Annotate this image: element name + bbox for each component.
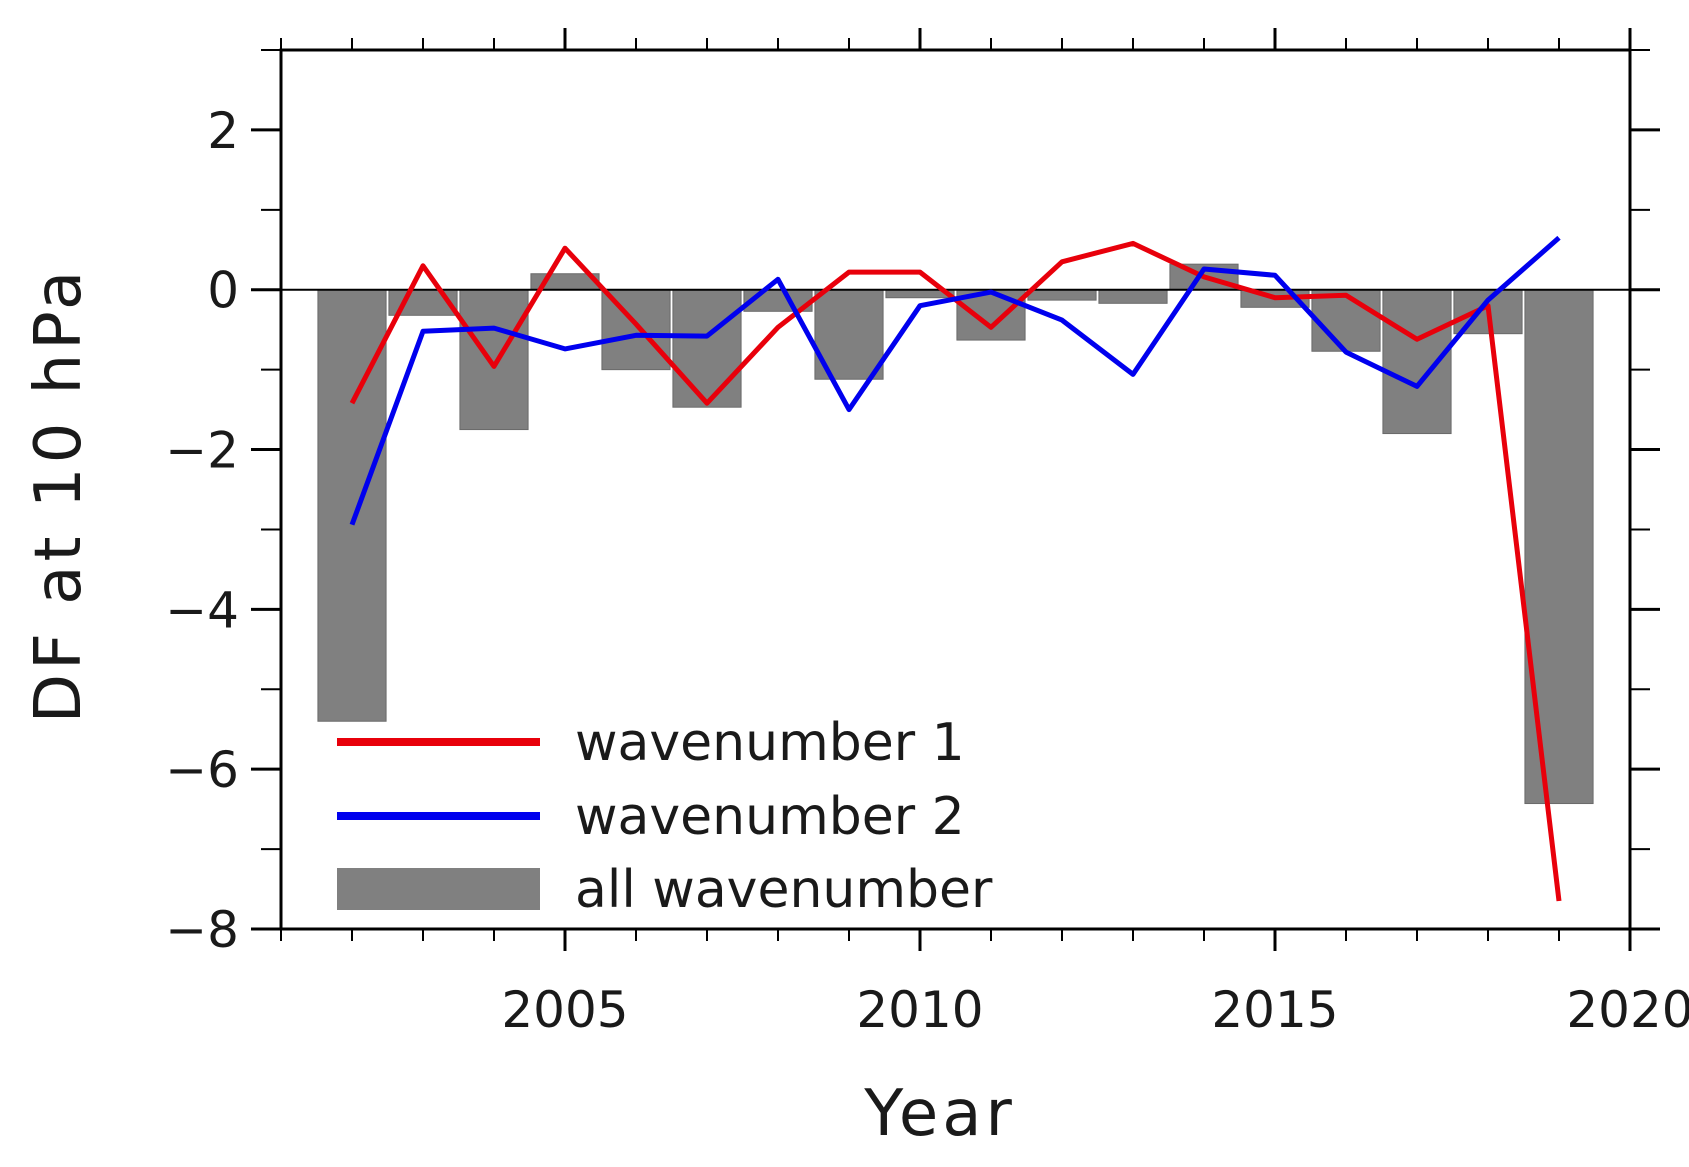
y-tick-label: 0 (207, 262, 239, 320)
bar-2007 (672, 289, 742, 408)
y-tick-label: −6 (165, 741, 239, 799)
x-tick-label: 2005 (501, 981, 628, 1039)
legend: wavenumber 1 wavenumber 2 all wavenumber (337, 713, 993, 920)
y-tick-label: 2 (207, 102, 239, 160)
y-tick-label: −8 (165, 901, 239, 959)
legend-swatch-all-wavenumber (337, 868, 540, 910)
legend-label-wavenumber-2: wavenumber 2 (575, 787, 965, 847)
plot-frame (279, 48, 1632, 931)
lines-layer (349, 235, 1562, 902)
series-line-wavenumber-2 (349, 235, 1561, 526)
x-tick-label: 2010 (856, 981, 983, 1039)
bar-2004 (459, 289, 529, 431)
y-tick-label: −2 (165, 422, 239, 480)
ticks-layer (251, 28, 1660, 951)
y-axis-title: DF at 10 hPa (22, 267, 96, 723)
bar-2019 (1524, 289, 1594, 805)
tick-labels-layer: 2005 2010 2015 2020 −8 −6 −4 −2 0 2 (165, 102, 1689, 1039)
bar-2012 (1027, 289, 1097, 301)
legend-label-wavenumber-1: wavenumber 1 (575, 713, 965, 773)
y-tick-label: −4 (165, 581, 239, 639)
x-tick-label: 2020 (1566, 981, 1689, 1039)
bar-2013 (1098, 289, 1168, 304)
bar-2017 (1382, 289, 1452, 435)
x-axis-title: Year (863, 1077, 1016, 1151)
x-tick-label: 2015 (1211, 981, 1338, 1039)
legend-label-all-wavenumber: all wavenumber (575, 860, 993, 920)
bar-2016 (1311, 289, 1381, 352)
